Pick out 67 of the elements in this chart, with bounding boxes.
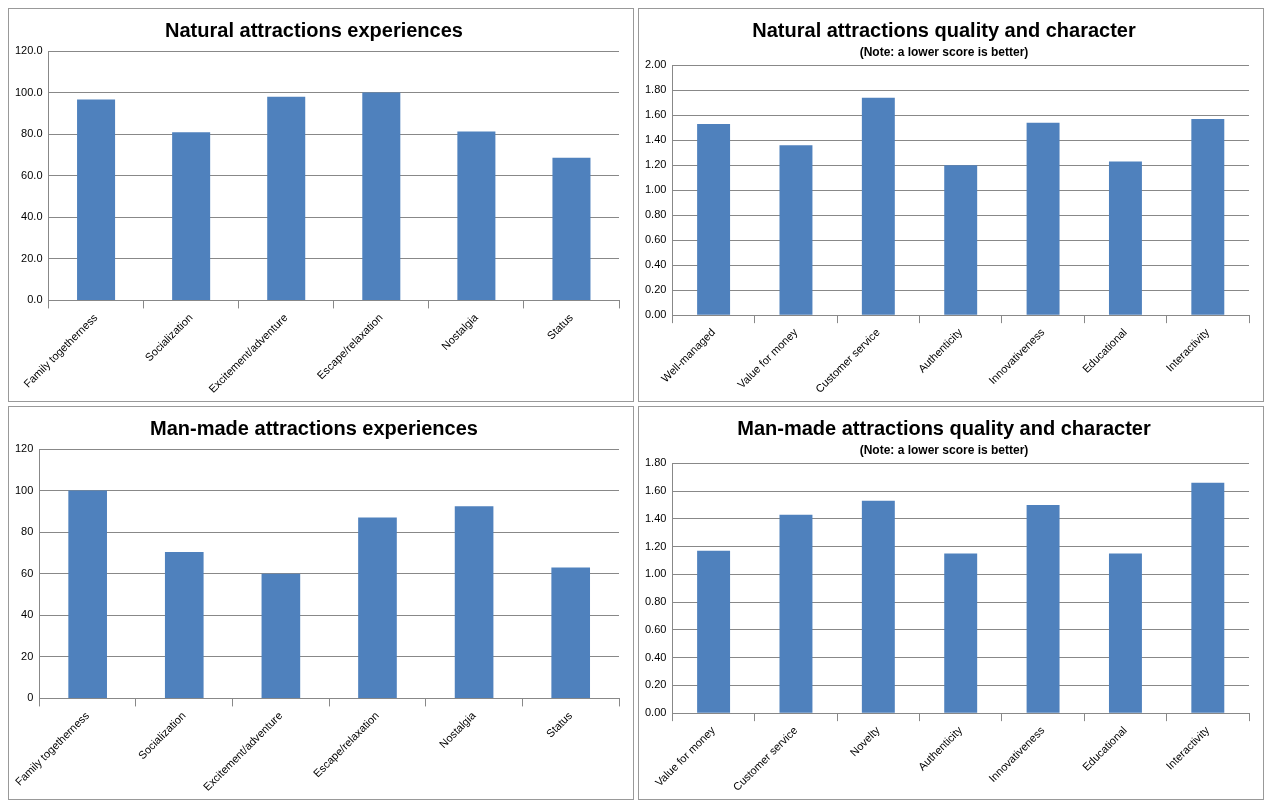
chart-title: Man-made attractions experiences (150, 416, 478, 439)
bar (267, 96, 306, 300)
y-tick-label: 120.0 (15, 44, 43, 57)
y-tick-label: 0.80 (644, 595, 667, 608)
y-tick-label: 20.0 (21, 251, 43, 264)
y-tick-label: 1.60 (644, 484, 667, 497)
bar (697, 550, 731, 713)
bar (697, 124, 731, 315)
y-tick-label: 0.60 (644, 233, 667, 246)
bar (457, 131, 496, 300)
y-tick-label: 0.40 (644, 650, 667, 663)
y-tick-label: 0.20 (644, 678, 667, 691)
y-tick-label: 1.60 (644, 108, 667, 121)
y-tick-label: 0.00 (644, 308, 667, 321)
bar (861, 500, 895, 713)
y-tick-label: 1.20 (644, 539, 667, 552)
y-tick-label: 40 (21, 608, 34, 621)
y-tick-label: 80 (21, 525, 34, 538)
bar (552, 157, 591, 300)
bar (358, 517, 397, 698)
y-tick-label: 60 (21, 566, 34, 579)
y-tick-label: 1.20 (644, 158, 667, 171)
bar (1108, 553, 1142, 713)
y-tick-label: 1.00 (644, 567, 667, 580)
bar (1191, 482, 1225, 713)
bar (1026, 122, 1060, 315)
bar (164, 551, 204, 698)
bar (1108, 161, 1142, 315)
y-tick-label: 100 (14, 483, 34, 496)
bar (362, 92, 401, 300)
bar (944, 553, 978, 713)
chart-subtitle: (Note: a lower score is better) (859, 44, 1029, 59)
chart-title: Man-made attractions quality and character (737, 416, 1151, 439)
y-tick-label: 0 (27, 691, 34, 704)
bar (454, 506, 494, 698)
y-tick-label: 1.40 (644, 133, 667, 146)
bar (261, 573, 301, 698)
y-tick-label: 0.0 (27, 293, 43, 306)
chart-title: Natural attractions quality and character (752, 18, 1136, 41)
y-tick-label: 0.60 (644, 622, 667, 635)
y-tick-label: 0.00 (644, 706, 667, 719)
chart-subtitle: (Note: a lower score is better) (859, 442, 1029, 457)
y-tick-label: 1.80 (644, 83, 667, 96)
y-tick-label: 80.0 (21, 127, 43, 140)
y-tick-label: 1.40 (644, 511, 667, 524)
y-tick-label: 0.20 (644, 283, 667, 296)
y-tick-label: 1.80 (644, 456, 667, 469)
bar (944, 165, 978, 315)
y-tick-label: 0.40 (644, 258, 667, 271)
bar (779, 145, 813, 315)
bar (77, 99, 116, 300)
y-tick-label: 2.00 (644, 58, 667, 71)
y-tick-label: 40.0 (21, 210, 43, 223)
bar (1191, 119, 1225, 315)
y-tick-label: 0.80 (644, 208, 667, 221)
bar (551, 567, 591, 698)
bar (68, 490, 107, 698)
y-tick-label: 100.0 (15, 85, 43, 98)
chart-title: Natural attractions experiences (165, 18, 463, 41)
y-tick-label: 1.00 (644, 183, 667, 196)
bar (1026, 505, 1060, 713)
bar (861, 97, 895, 315)
y-tick-label: 60.0 (21, 168, 43, 181)
bar (172, 132, 211, 300)
y-tick-label: 20 (21, 649, 34, 662)
bar (779, 514, 813, 713)
y-tick-label: 120 (14, 442, 34, 455)
